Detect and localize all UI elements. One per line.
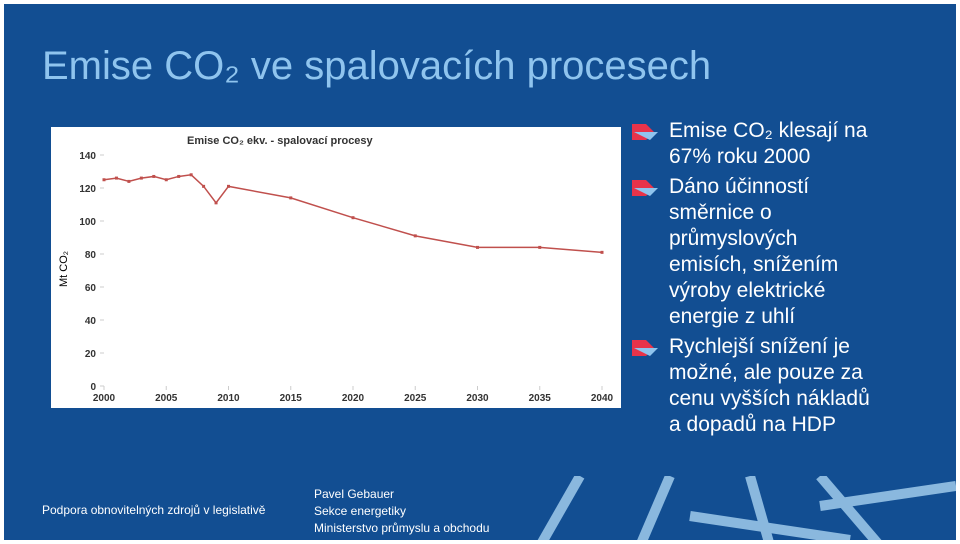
y-tick-label: 140 xyxy=(79,151,96,162)
chart-background xyxy=(51,127,621,408)
y-tick-label: 0 xyxy=(90,382,96,393)
bullet-line: energie z uhlí xyxy=(669,305,796,328)
point xyxy=(600,250,604,254)
bullet-line: Rychlejší snížení je xyxy=(669,335,850,358)
x-tick-label: 2005 xyxy=(155,393,178,404)
point xyxy=(127,179,131,183)
chart-title: Emise CO₂ ekv. - spalovací procesy xyxy=(187,135,374,147)
bullet: Emise CO₂ klesají na 67% roku 2000 xyxy=(632,118,952,170)
bullet-line: 67% roku 2000 xyxy=(669,145,811,168)
bullet-line: a dopadů na HDP xyxy=(669,413,836,436)
point xyxy=(202,184,206,188)
y-tick-label: 100 xyxy=(79,217,96,228)
bullet-icon xyxy=(632,180,658,196)
x-tick-label: 2015 xyxy=(280,393,303,404)
point xyxy=(177,174,181,178)
bullet-icon xyxy=(632,340,658,356)
bullet-icon xyxy=(632,124,658,140)
bullet-line: výroby elektrické xyxy=(669,279,826,302)
x-tick-label: 2030 xyxy=(466,393,489,404)
point xyxy=(289,196,293,200)
bullet-list: Emise CO₂ klesají na 67% roku 2000 Dáno úč… xyxy=(632,118,952,442)
x-tick-label: 2025 xyxy=(404,393,427,404)
footer-left: Podpora obnovitelných zdrojů v legislati… xyxy=(42,503,266,517)
y-tick-label: 60 xyxy=(85,283,97,294)
x-tick-label: 2035 xyxy=(529,393,552,404)
bullet: Dáno účinností směrnice o průmyslových emis… xyxy=(632,174,952,330)
point xyxy=(139,176,143,180)
decoration xyxy=(537,476,956,540)
point xyxy=(351,216,355,220)
y-axis-label: Mt CO₂ xyxy=(58,251,70,287)
bullet-line: Dáno účinností xyxy=(669,175,810,198)
point xyxy=(152,174,156,178)
footer-line: Ministerstvo průmyslu a obchodu xyxy=(314,521,490,535)
bullet-line: Emise CO₂ klesají na xyxy=(669,119,868,142)
point xyxy=(538,245,542,249)
footer-line: Sekce energetiky xyxy=(314,504,407,518)
point xyxy=(214,201,218,205)
y-tick-label: 20 xyxy=(85,349,97,360)
point xyxy=(102,178,106,182)
x-tick-label: 2040 xyxy=(591,393,614,404)
point xyxy=(413,234,417,238)
y-tick-label: 80 xyxy=(85,250,97,261)
point xyxy=(476,245,479,249)
footer-line: Pavel Gebauer xyxy=(314,487,395,501)
bullet: Rychlejší snížení je možné, ale pouze za c… xyxy=(632,334,952,438)
x-tick-label: 2000 xyxy=(93,393,116,404)
point xyxy=(164,178,168,182)
point xyxy=(227,184,230,188)
x-tick-label: 2010 xyxy=(217,393,240,404)
bullet-line: možné, ale pouze za xyxy=(669,361,863,384)
bullet-line: emisích, snížením xyxy=(669,253,839,276)
y-tick-label: 40 xyxy=(85,316,97,327)
footer-center: Pavel Gebauer Sekce energetiky Ministers… xyxy=(314,486,489,537)
chart: Emise CO₂ ekv. - spalovací procesy Mt CO… xyxy=(51,127,621,408)
bullet-line: cenu vyšších nákladů xyxy=(669,387,870,410)
bullet-line: směrnice o xyxy=(669,201,772,224)
point xyxy=(114,176,118,180)
point xyxy=(189,173,193,177)
x-tick-label: 2020 xyxy=(342,393,365,404)
y-tick-label: 120 xyxy=(79,184,96,195)
slide-title: Emise CO₂ ve spalovacích procesech xyxy=(42,44,712,88)
bullet-line: průmyslových xyxy=(669,227,798,250)
